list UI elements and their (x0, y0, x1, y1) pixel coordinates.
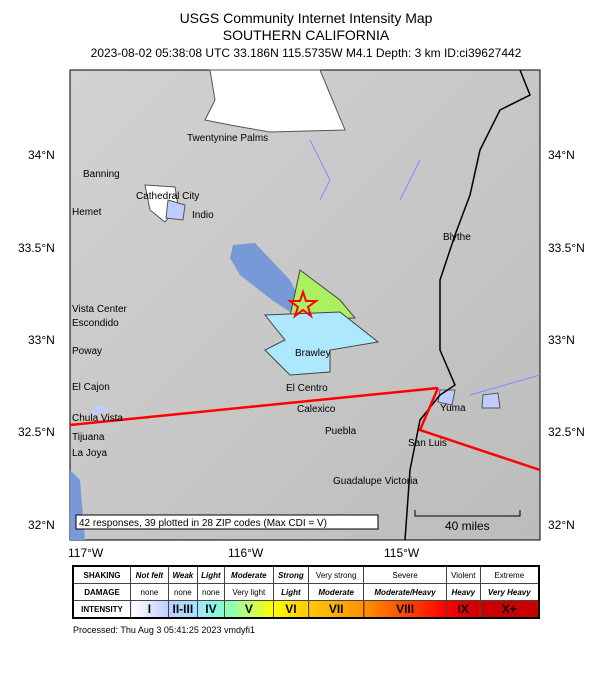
place-label: El Cajon (72, 382, 110, 393)
lat-tick: 34°N (28, 148, 55, 162)
legend-shaking-cell: Strong (272, 565, 310, 584)
epicenter-star-icon[interactable] (287, 288, 319, 319)
yuma-zone-2 (481, 392, 501, 409)
legend-intensity-cell: IX (445, 600, 481, 619)
place-label: Indio (192, 210, 214, 221)
legend-shaking-cell: Light (196, 565, 226, 584)
indio-zone (165, 199, 186, 221)
scale-bar (414, 510, 521, 517)
legend-intensity-cell: X+ (479, 600, 540, 619)
event-info: 2023-08-02 05:38:08 UTC 33.186N 115.5735… (90, 46, 522, 60)
legend-damage-cell: none (196, 583, 226, 601)
legend-shaking-cell: Extreme (479, 565, 540, 584)
legend-damage-cell: Moderate/Heavy (363, 583, 447, 601)
lon-tick: 116°W (228, 546, 264, 560)
lon-ticks: 117°W 116°W 115°W (68, 546, 420, 560)
legend-intensity-cell: VIII (363, 600, 447, 619)
lon-tick: 117°W (68, 546, 104, 560)
lat-tick: 32.5°N (18, 425, 55, 439)
responses-box (75, 514, 379, 530)
place-label: Puebla (325, 426, 357, 437)
place-label: Guadalupe Victoria (333, 476, 418, 487)
lon-tick: 115°W (384, 546, 420, 560)
legend-damage-cell: Heavy (445, 583, 481, 601)
legend-damage-cell: none (130, 583, 169, 601)
legend-intensity-cell: II-III (167, 600, 198, 619)
brawley-zone (263, 311, 380, 376)
lat-tick: 33.5°N (548, 241, 585, 255)
international-border (69, 386, 541, 472)
place-labels: Twentynine Palms Banning Cathedral City … (72, 133, 471, 487)
legend-shaking-cell: Very strong (308, 565, 365, 584)
region-title: SOUTHERN CALIFORNIA (222, 27, 390, 43)
lat-tick: 32°N (28, 518, 55, 532)
twentynine-palms-zone (204, 69, 346, 133)
legend-damage-cell: Very Heavy (479, 583, 540, 601)
place-label: La Joya (72, 448, 107, 459)
legend-intensity-cell: V (224, 600, 274, 619)
row-label: SHAKING (72, 565, 131, 584)
place-label: Yuma (440, 403, 466, 414)
place-label: San Luis (408, 438, 447, 449)
row-label: INTENSITY (72, 600, 131, 619)
legend-damage-cell: none (167, 583, 198, 601)
place-label: Twentynine Palms (187, 133, 268, 144)
row-label: DAMAGE (72, 583, 131, 601)
legend-intensity-cell: VI (272, 600, 310, 619)
place-label: Escondido (72, 318, 119, 329)
legend-shaking-cell: Weak (167, 565, 198, 584)
legend-intensity-cell: VII (308, 600, 365, 619)
legend-damage-cell: Light (272, 583, 310, 601)
place-label: Poway (72, 346, 102, 357)
lat-tick: 33.5°N (18, 241, 55, 255)
place-label: Cathedral City (136, 191, 199, 202)
lat-tick: 33°N (548, 333, 575, 347)
place-label: Banning (83, 169, 120, 180)
place-label: Vista Center (72, 304, 128, 315)
legend-shaking-cell: Violent (445, 565, 481, 584)
place-label: El Centro (286, 383, 328, 394)
intensity-map[interactable]: Twentynine Palms Banning Cathedral City … (0, 0, 612, 560)
tijuana-zone (90, 405, 110, 416)
place-label: Brawley (295, 348, 331, 359)
lat-tick: 34°N (548, 148, 575, 162)
salton-sea (230, 243, 300, 312)
legend-shaking-cell: Not felt (130, 565, 169, 584)
intensity-legend: SHAKING Not felt Weak Light Moderate Strong Ve… (72, 565, 540, 619)
processed-text: Processed: Thu Aug 3 05:41:25 2023 vmdyf… (73, 625, 255, 635)
map-title: USGS Community Internet Intensity Map (179, 10, 433, 26)
place-label: Calexico (297, 404, 336, 415)
lat-ticks: 34°N 34°N 33.5°N 33.5°N 33°N 33°N 32.5°N 32.… (18, 148, 585, 532)
legend-shaking-cell: Moderate (224, 565, 274, 584)
legend-damage-cell: Moderate (308, 583, 365, 601)
scale-label: 40 miles (445, 519, 490, 533)
place-label: Blythe (443, 232, 471, 243)
state-border (404, 69, 531, 541)
place-label: Chula Vista (72, 413, 123, 424)
legend-shaking-cell: Severe (363, 565, 447, 584)
legend-intensity-cell: IV (196, 600, 226, 619)
place-label: Tijuana (72, 432, 105, 443)
river (309, 139, 541, 396)
place-label: Hemet (72, 207, 102, 218)
lat-tick: 33°N (28, 333, 55, 347)
lat-tick: 32.5°N (548, 425, 585, 439)
lat-tick: 32°N (548, 518, 575, 532)
legend-damage-cell: Very light (224, 583, 274, 601)
legend-intensity-cell: I (130, 600, 169, 619)
responses-text: 42 responses, 39 plotted in 28 ZIP codes… (79, 518, 327, 529)
